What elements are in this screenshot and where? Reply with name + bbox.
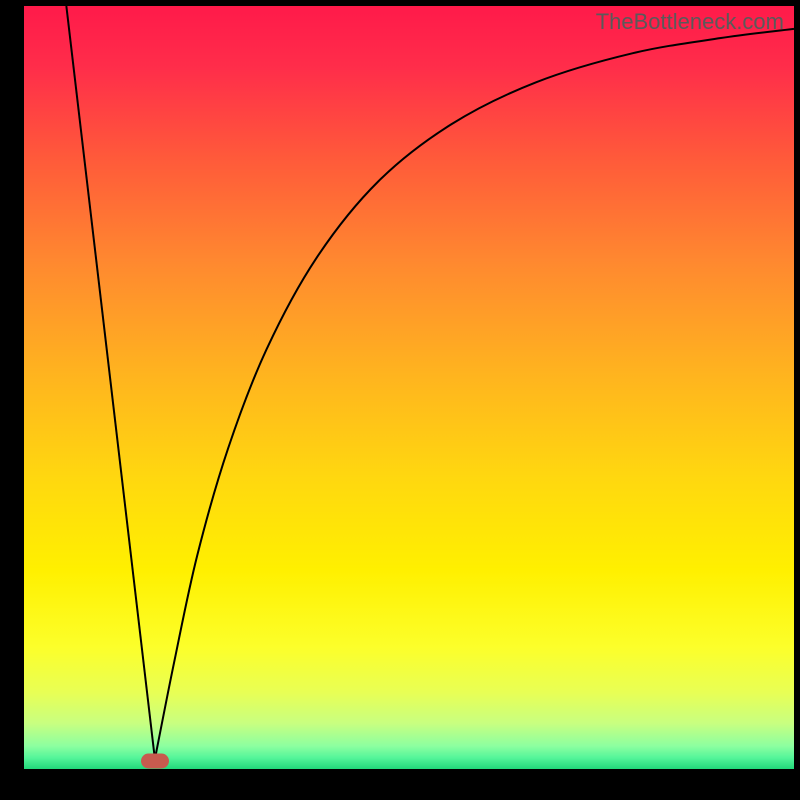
curve-right-branch [155,29,794,759]
curve-left-branch [66,6,155,759]
plot-area: TheBottleneck.com [24,6,794,769]
trough-marker [141,754,169,769]
bottleneck-curve [24,6,794,769]
watermark-text: TheBottleneck.com [596,9,784,35]
chart-frame: TheBottleneck.com [0,0,800,800]
